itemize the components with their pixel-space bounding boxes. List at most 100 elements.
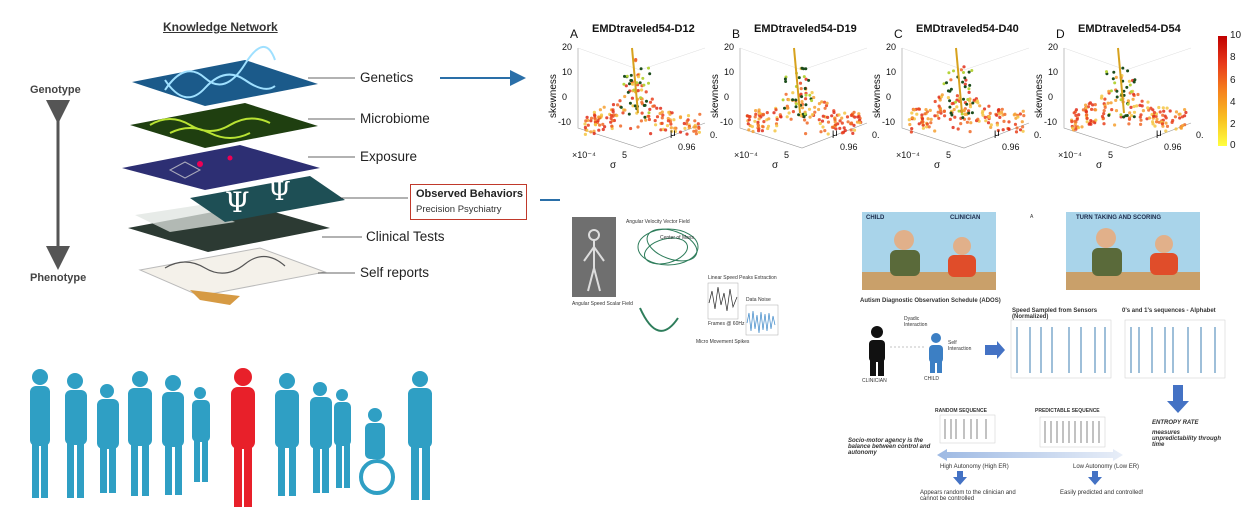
x-scale-label: ×10⁻⁴ [1058, 150, 1082, 160]
z-tick: -10 [1044, 117, 1057, 127]
scatter-point [804, 77, 808, 81]
scatter-point [986, 121, 991, 125]
scatter-point [843, 111, 847, 115]
scatter-point [858, 121, 862, 125]
scatter-point [1018, 112, 1022, 116]
scatter-point [799, 114, 803, 118]
scatter-point [773, 129, 777, 133]
scatter-point [1007, 120, 1011, 124]
scatter-point [849, 121, 854, 125]
scatter-point [1132, 92, 1136, 96]
scatter-point [753, 115, 757, 119]
scatter-point [981, 109, 985, 113]
scatter-point [631, 104, 635, 108]
scatter-point [951, 125, 955, 130]
scatter-point [963, 85, 967, 89]
scatter-point [623, 94, 627, 99]
scatter-point [640, 88, 644, 92]
scatter-point [746, 122, 750, 126]
scatter-point [589, 130, 593, 134]
panel-axes [739, 48, 868, 149]
x-tick: 5 [946, 150, 951, 160]
crowd-silhouettes [30, 368, 432, 507]
scatter-point [1113, 81, 1117, 85]
scatter-point [948, 89, 952, 93]
autonomy-arrow [937, 449, 1123, 461]
scatter-spine [631, 47, 639, 114]
scatter-point [1162, 109, 1166, 113]
low-autonomy-text: Easily predicted and controlled! [1060, 490, 1144, 496]
scatter-point [669, 126, 673, 130]
scatter-point [1140, 104, 1144, 108]
observed-behaviors-box: Observed Behaviors Precision Psychiatry [410, 184, 527, 220]
z-axis-label: skewness [548, 74, 559, 118]
wheelchair-user-silhouette [359, 408, 395, 495]
scatter-point [1126, 99, 1130, 103]
scatter-point [1126, 69, 1130, 73]
scatter-point [962, 65, 966, 69]
scatter-point [1071, 126, 1075, 130]
scatter-point [1089, 119, 1093, 123]
svg-text:Ψ: Ψ [225, 186, 250, 219]
scatter-point [968, 130, 972, 134]
scatter-point [1115, 95, 1119, 99]
scatter-point [592, 129, 596, 133]
scatter-point [651, 104, 655, 108]
scatter-point [610, 124, 614, 128]
scatter-point [964, 112, 968, 116]
scatter-point [1081, 108, 1085, 112]
scatter-point [665, 124, 670, 128]
scatter-point [1164, 129, 1168, 133]
speed-bars [1016, 327, 1106, 373]
layer-label-microbiome: Microbiome [360, 111, 430, 126]
scatter-point [592, 131, 596, 136]
scatter-point [933, 129, 937, 133]
predictable-sequence-label: PREDICTABLE SEQUENCE [1035, 408, 1100, 414]
scatter-point [830, 125, 834, 129]
scatter-point [1174, 127, 1178, 131]
scatter-point [761, 112, 766, 116]
scatter-point [1074, 120, 1078, 124]
y-tick: 0. [1034, 130, 1042, 140]
x-scale-label: ×10⁻⁴ [896, 150, 920, 160]
scatter-point [910, 111, 914, 115]
scatter-point [938, 98, 942, 102]
scatter-point [946, 96, 950, 100]
scatter-point [1084, 110, 1088, 114]
colorbar-tick: 10 [1230, 30, 1242, 41]
scatter-point [798, 81, 803, 85]
scatter-point [639, 119, 643, 123]
scatter-point [810, 113, 815, 117]
scatter-point [800, 106, 805, 110]
scatter-point [1072, 111, 1076, 115]
scatter-point [667, 110, 671, 114]
scatter-point [823, 106, 827, 110]
scatter-point [1146, 100, 1150, 104]
scatter-point [1129, 105, 1133, 109]
scatter-point [1090, 107, 1094, 111]
z-tick: 20 [886, 42, 896, 52]
z-tick: 20 [724, 42, 734, 52]
z-tick: 10 [562, 67, 572, 77]
scatter-point [943, 114, 947, 118]
scatter-point [842, 126, 846, 130]
scatter-point [1114, 98, 1118, 102]
scatter-point [791, 98, 795, 102]
scatter-point [1165, 124, 1170, 128]
scatter-point [619, 105, 623, 109]
scatter-point [948, 105, 952, 109]
panel-title: EMDtraveled54-D40 [916, 23, 1019, 35]
scatter-point [821, 114, 825, 118]
scatter-point [822, 100, 827, 104]
scatter-point [1109, 89, 1113, 93]
scatter-point [852, 128, 857, 132]
panel-grid [1125, 47, 1192, 71]
scatter-point [926, 117, 930, 121]
panel-letter: D [1056, 27, 1065, 41]
scatter-point [983, 115, 987, 119]
scatter-point [929, 117, 933, 121]
scatter-point [921, 120, 925, 124]
clinician-label: CLINICIAN [950, 215, 981, 221]
scatter-point [825, 101, 829, 105]
scatter-point [1001, 128, 1005, 132]
